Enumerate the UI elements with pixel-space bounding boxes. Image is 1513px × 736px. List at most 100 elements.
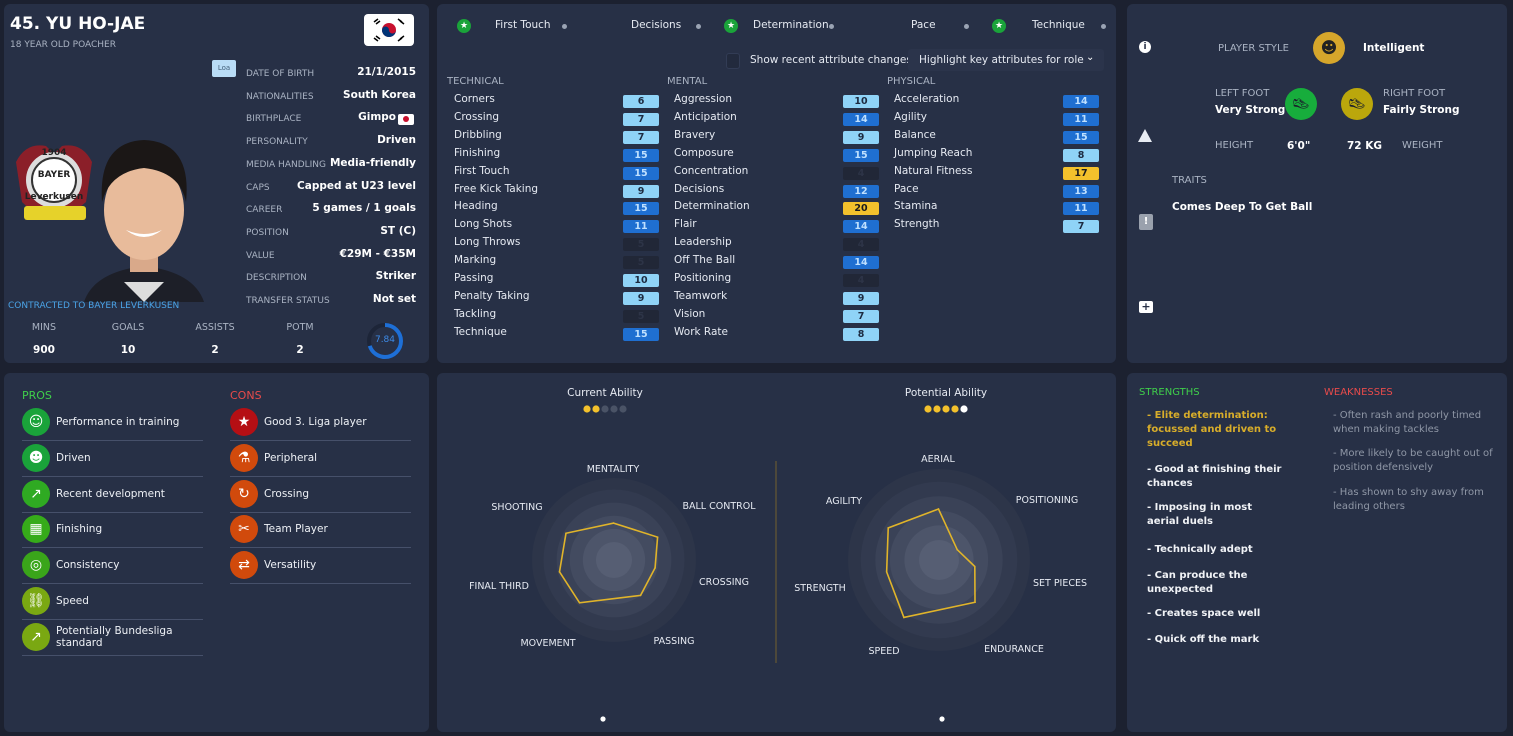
attribute-name[interactable]: Determination (674, 200, 750, 213)
attribute-name[interactable]: Dribbling (454, 128, 502, 141)
player-overview-panel: 45. YU HO-JAE 18 YEAR OLD POACHER Loa 19… (4, 4, 429, 363)
highlight-role-dropdown[interactable]: Highlight key attributes for role ⌄ (908, 49, 1104, 71)
attribute-name[interactable]: Vision (674, 307, 706, 320)
attribute-name[interactable]: Concentration (674, 164, 749, 177)
page-indicator-dot[interactable] (939, 716, 945, 722)
star-icon: ★ (992, 19, 1006, 33)
attribute-name[interactable]: Composure (674, 146, 734, 159)
info-label: PERSONALITY (246, 137, 308, 148)
pro-item[interactable]: ⛓ Speed (22, 584, 203, 620)
attribute-name[interactable]: Heading (454, 200, 498, 213)
info-label: DESCRIPTION (246, 273, 307, 284)
con-item[interactable]: ↻ Crossing (230, 477, 411, 513)
key-attribute-label[interactable]: Decisions (631, 19, 682, 31)
con-label: Crossing (264, 487, 310, 500)
key-attribute-label[interactable]: First Touch (495, 19, 551, 31)
radar-axis-label: PASSING (654, 636, 695, 647)
scouting-panel: STRENGTHS WEAKNESSES - Elite determinati… (1127, 373, 1507, 732)
show-changes-label[interactable]: Show recent attribute changes (750, 54, 912, 66)
key-attribute-dot[interactable] (562, 24, 567, 29)
attribute-name[interactable]: Positioning (674, 272, 732, 284)
attribute-name[interactable]: Technique (454, 325, 507, 338)
radar-point (558, 571, 561, 573)
pro-item[interactable]: ☺ Performance in training (22, 405, 203, 441)
report-icon[interactable]: ! (1139, 214, 1153, 230)
key-attribute-dot[interactable] (696, 24, 701, 29)
show-changes-checkbox[interactable] (726, 53, 740, 69)
page-indicator-dot[interactable] (600, 716, 606, 722)
radar-axis-label: AERIAL (921, 454, 955, 465)
attribute-name[interactable]: Long Shots (454, 218, 513, 231)
profile-panel: i ! + PLAYER STYLE ☻ Intelligent LEFT FO… (1127, 4, 1507, 363)
con-item[interactable]: ✂ Team Player (230, 512, 411, 549)
contract-status[interactable]: CONTRACTED TO BAYER LEVERKUSEN (8, 301, 180, 311)
info-value: Capped at U23 level (297, 179, 416, 192)
training-cone-icon[interactable] (1138, 129, 1152, 142)
player-style-icon: ☻ (1313, 32, 1345, 64)
player-style-value: Intelligent (1363, 42, 1425, 54)
attribute-name[interactable]: Passing (454, 272, 494, 284)
radar-point (974, 565, 976, 568)
attribute-value: 12 (843, 184, 879, 198)
attribute-name[interactable]: Tackling (454, 307, 497, 320)
attribute-name[interactable]: Balance (894, 128, 936, 141)
attribute-name[interactable]: Work Rate (674, 325, 729, 338)
stat-value: 10 (120, 344, 136, 356)
attribute-name[interactable]: Teamwork (674, 289, 728, 302)
attribute-name[interactable]: Marking (454, 254, 497, 267)
attribute-name[interactable]: Off The Ball (674, 254, 736, 267)
ability-star (610, 405, 618, 413)
attribute-value: 17 (1063, 166, 1099, 180)
info-icon[interactable]: i (1139, 41, 1151, 53)
attribute-name[interactable]: Crossing (454, 110, 500, 123)
attribute-name[interactable]: Agility (894, 110, 927, 123)
attribute-name[interactable]: Strength (894, 218, 940, 231)
pro-item[interactable]: ☻ Driven (22, 441, 203, 477)
attribute-value: 7 (1063, 220, 1099, 234)
attribute-name[interactable]: Penalty Taking (454, 289, 530, 302)
attribute-name[interactable]: Natural Fitness (894, 164, 973, 177)
attribute-group-heading: TECHNICAL (447, 76, 504, 87)
attribute-name[interactable]: Stamina (894, 200, 938, 213)
attribute-value: 14 (1063, 95, 1099, 108)
attribute-value: 9 (843, 291, 879, 305)
key-attribute-label[interactable]: Pace (911, 19, 936, 31)
con-item[interactable]: ★ Good 3. Liga player (230, 405, 411, 441)
stat-value: 2 (296, 344, 304, 356)
attribute-value: 5 (623, 256, 659, 270)
radar-ring (595, 541, 633, 579)
key-attribute-label[interactable]: Technique (1032, 19, 1085, 31)
attribute-value: 5 (623, 309, 659, 323)
medical-kit-icon[interactable]: + (1139, 301, 1153, 313)
attribute-name[interactable]: Aggression (674, 93, 732, 105)
attribute-name[interactable]: Leadership (674, 236, 732, 249)
attribute-name[interactable]: Jumping Reach (894, 146, 973, 159)
attribute-name[interactable]: Long Throws (454, 236, 521, 249)
attribute-name[interactable]: Acceleration (894, 93, 960, 105)
pro-item[interactable]: ▦ Finishing (22, 512, 203, 549)
attribute-name[interactable]: Corners (454, 93, 495, 105)
radar-point (639, 594, 642, 597)
pro-item[interactable]: ◎ Consistency (22, 548, 203, 585)
key-attribute-dot[interactable] (964, 24, 969, 29)
attribute-name[interactable]: Pace (894, 182, 919, 195)
loan-tag[interactable]: Loa (212, 60, 236, 77)
attribute-value: 7 (843, 309, 879, 323)
attribute-name[interactable]: Finishing (454, 146, 501, 159)
key-attribute-label[interactable]: Determination (753, 19, 829, 31)
target-icon: ◎ (22, 551, 50, 580)
attribute-name[interactable]: Free Kick Taking (454, 182, 539, 195)
attribute-name[interactable]: Bravery (674, 128, 716, 141)
attribute-name[interactable]: Decisions (674, 182, 725, 195)
attribute-name[interactable]: Anticipation (674, 110, 737, 123)
con-item[interactable]: ⇄ Versatility (230, 548, 411, 585)
attribute-value: 15 (1063, 130, 1099, 144)
attribute-value: 8 (843, 327, 879, 341)
attribute-name[interactable]: Flair (674, 218, 697, 231)
con-item[interactable]: ⚗ Peripheral (230, 441, 411, 477)
key-attribute-dot[interactable] (829, 24, 834, 29)
key-attribute-dot[interactable] (1101, 24, 1106, 29)
pro-item[interactable]: ↗ Potentially Bundesliga standard (22, 620, 203, 656)
pro-item[interactable]: ↗ Recent development (22, 477, 203, 513)
attribute-name[interactable]: First Touch (454, 164, 510, 177)
